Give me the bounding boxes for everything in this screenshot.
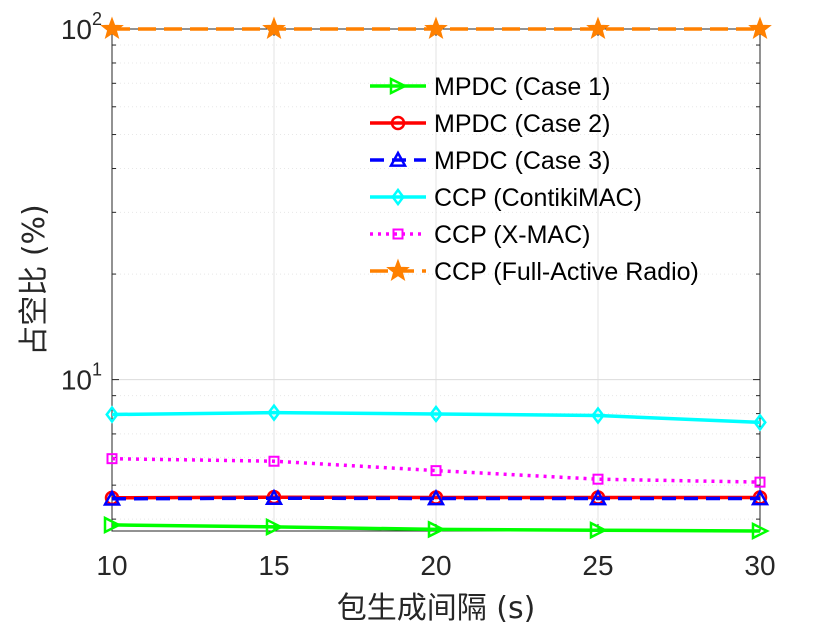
data-point-marker xyxy=(105,405,119,424)
data-point-marker xyxy=(106,453,118,465)
data-point-marker xyxy=(426,488,446,506)
data-point-marker xyxy=(753,413,767,432)
data-point-marker xyxy=(586,16,610,40)
data-point-marker xyxy=(750,488,770,506)
x-tick-label: 20 xyxy=(420,550,451,581)
series-6 xyxy=(100,16,772,40)
legend-entry: CCP (ContikiMAC) xyxy=(370,184,642,212)
data-point-marker xyxy=(268,455,280,467)
legend-swatch-marker xyxy=(390,115,406,131)
series-5 xyxy=(106,453,766,488)
legend-label: MPDC (Case 3) xyxy=(434,147,610,175)
series-line xyxy=(111,496,760,501)
legend-label: CCP (X-MAC) xyxy=(434,221,590,249)
legend-label: MPDC (Case 2) xyxy=(434,110,610,138)
data-point-marker xyxy=(262,16,286,40)
series-line xyxy=(111,523,761,533)
x-tick-label: 30 xyxy=(744,550,775,581)
legend-swatch-marker xyxy=(391,187,405,207)
y-axis-ticks: 101 102 xyxy=(61,9,760,520)
data-point-marker xyxy=(591,406,605,425)
data-point-marker xyxy=(267,403,281,422)
series-1 xyxy=(103,515,770,541)
legend-swatch-marker xyxy=(386,258,410,282)
series-line xyxy=(111,410,761,425)
x-axis-label: 包生成间隔 (s) xyxy=(337,591,536,626)
legend-label: MPDC (Case 1) xyxy=(434,73,610,101)
data-point-marker xyxy=(102,489,122,506)
legend: MPDC (Case 1) MPDC (Case 2) MPDC (Case 3) C… xyxy=(370,73,699,286)
legend-swatch-marker xyxy=(388,150,408,167)
data-point-marker xyxy=(103,515,122,534)
legend-entry: MPDC (Case 1) xyxy=(370,73,610,101)
data-point-marker xyxy=(748,16,772,40)
data-point-marker xyxy=(754,476,766,488)
legend-label: CCP (ContikiMAC) xyxy=(434,184,642,212)
legend-entry: MPDC (Case 3) xyxy=(370,147,610,175)
data-point-marker xyxy=(429,404,443,424)
data-point-marker xyxy=(264,488,284,506)
y-tick-label: 101 xyxy=(61,360,102,396)
series-3 xyxy=(102,488,770,506)
legend-swatch-marker xyxy=(389,76,408,96)
x-tick-label: 10 xyxy=(96,550,127,581)
data-point-marker xyxy=(589,521,608,540)
legend-entry: MPDC (Case 2) xyxy=(370,110,610,138)
legend-label: CCP (Full-Active Radio) xyxy=(434,258,699,286)
data-point-marker xyxy=(751,521,770,541)
x-tick-label: 15 xyxy=(258,550,289,581)
data-point-marker xyxy=(100,16,124,40)
data-point-marker xyxy=(427,520,446,539)
data-point-marker xyxy=(588,488,608,506)
data-point-marker xyxy=(265,517,284,536)
series-group xyxy=(100,16,772,541)
legend-swatch-marker xyxy=(392,228,404,240)
series-4 xyxy=(105,403,767,432)
x-tick-label: 25 xyxy=(582,550,613,581)
y-tick-label: 102 xyxy=(61,9,102,45)
data-point-marker xyxy=(424,16,448,40)
y-axis-label: 占空比 (%) xyxy=(17,204,52,355)
data-point-marker xyxy=(430,465,442,477)
legend-entry: CCP (Full-Active Radio) xyxy=(370,258,699,286)
data-point-marker xyxy=(592,473,604,485)
legend-entry: CCP (X-MAC) xyxy=(370,221,590,249)
